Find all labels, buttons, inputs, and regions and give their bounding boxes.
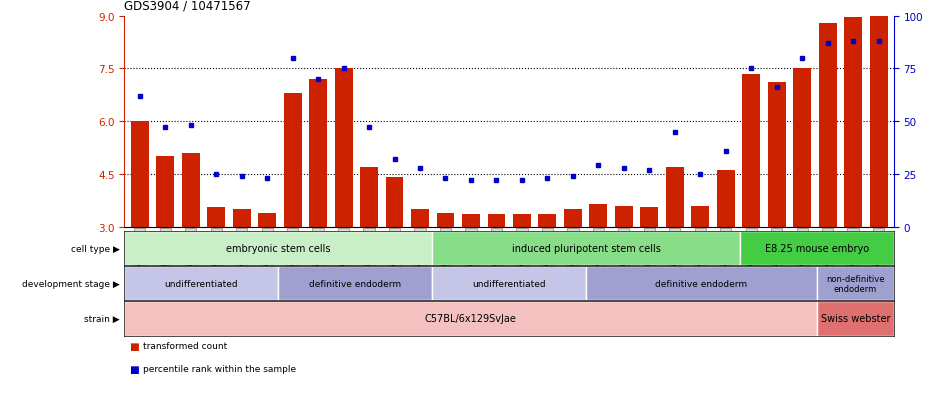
Bar: [586, 266, 817, 301]
Bar: [488, 215, 505, 227]
Bar: [844, 18, 862, 227]
Bar: [207, 208, 226, 227]
Text: ■: ■: [129, 364, 139, 374]
Text: undifferentiated: undifferentiated: [473, 279, 546, 288]
Bar: [124, 231, 432, 266]
Text: transformed count: transformed count: [143, 342, 227, 351]
Bar: [692, 206, 709, 227]
Bar: [740, 231, 894, 266]
Bar: [278, 266, 432, 301]
Bar: [335, 69, 353, 227]
Text: induced pluripotent stem cells: induced pluripotent stem cells: [512, 243, 661, 254]
Bar: [870, 17, 887, 227]
Bar: [817, 266, 894, 301]
Bar: [432, 266, 586, 301]
Text: development stage ▶: development stage ▶: [22, 279, 120, 288]
Bar: [742, 74, 760, 227]
Text: cell type ▶: cell type ▶: [71, 244, 120, 253]
Bar: [513, 215, 531, 227]
Bar: [432, 231, 740, 266]
Bar: [462, 215, 480, 227]
Text: ■: ■: [129, 341, 139, 351]
Bar: [309, 80, 327, 227]
Bar: [793, 69, 812, 227]
Text: E8.25 mouse embryo: E8.25 mouse embryo: [765, 243, 869, 254]
Bar: [360, 168, 378, 227]
Bar: [717, 171, 735, 227]
Bar: [182, 154, 199, 227]
Text: non-definitive
endoderm: non-definitive endoderm: [826, 274, 885, 293]
Text: embryonic stem cells: embryonic stem cells: [227, 243, 330, 254]
Bar: [665, 168, 683, 227]
Text: strain ▶: strain ▶: [84, 314, 120, 323]
Text: Swiss webster: Swiss webster: [821, 313, 890, 324]
Text: percentile rank within the sample: percentile rank within the sample: [143, 364, 297, 373]
Text: definitive endoderm: definitive endoderm: [309, 279, 402, 288]
Bar: [590, 204, 607, 227]
Bar: [564, 210, 582, 227]
Bar: [411, 210, 429, 227]
Bar: [124, 266, 278, 301]
Bar: [156, 157, 174, 227]
Text: definitive endoderm: definitive endoderm: [655, 279, 748, 288]
Bar: [233, 210, 251, 227]
Bar: [436, 213, 454, 227]
Bar: [386, 178, 403, 227]
Bar: [538, 215, 556, 227]
Bar: [819, 24, 837, 227]
Text: C57BL/6x129SvJae: C57BL/6x129SvJae: [425, 313, 517, 324]
Bar: [817, 301, 894, 336]
Bar: [615, 206, 633, 227]
Bar: [640, 208, 658, 227]
Bar: [284, 94, 301, 227]
Bar: [258, 213, 276, 227]
Bar: [768, 83, 785, 227]
Bar: [131, 122, 149, 227]
Text: undifferentiated: undifferentiated: [165, 279, 239, 288]
Text: GDS3904 / 10471567: GDS3904 / 10471567: [124, 0, 251, 12]
